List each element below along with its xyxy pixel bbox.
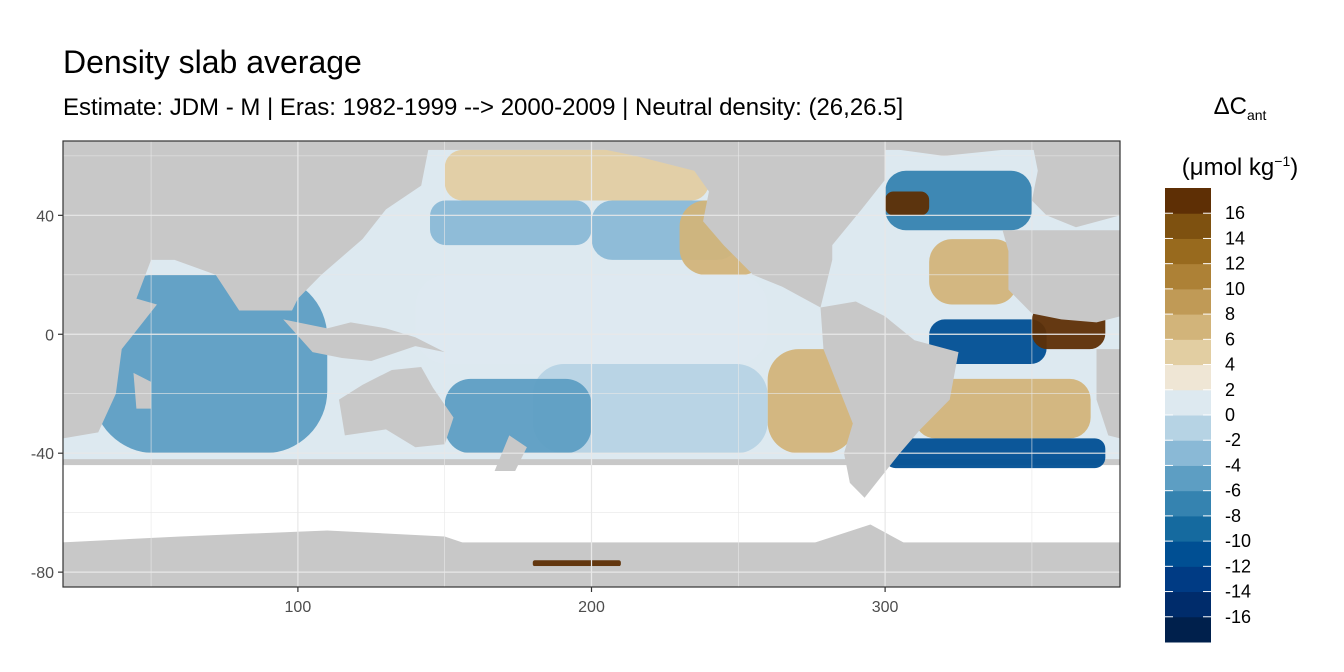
legend-tick-label: -14 xyxy=(1225,582,1251,602)
land-mask-layer xyxy=(63,141,1120,587)
legend-color-step xyxy=(1165,465,1211,492)
land-indonesia xyxy=(283,319,445,362)
legend-color-step xyxy=(1165,238,1211,265)
legend-tick-label: 6 xyxy=(1225,329,1235,349)
legend-color-step xyxy=(1165,415,1211,441)
legend-tick-label: 10 xyxy=(1225,279,1245,299)
legend-color-step xyxy=(1165,263,1211,290)
region-north-pacific-subpolar xyxy=(444,149,709,201)
legend-tick-label: -10 xyxy=(1225,531,1251,551)
legend-tick-label: 12 xyxy=(1225,254,1245,274)
legend-color-step xyxy=(1165,591,1211,618)
legend-color-step xyxy=(1165,616,1211,643)
legend-color-step xyxy=(1165,339,1211,366)
chart-subtitle: Estimate: JDM - M | Eras: 1982-1999 --> … xyxy=(63,94,904,121)
y-tick-label: -40 xyxy=(31,446,54,463)
legend-color-step xyxy=(1165,389,1211,416)
region-ross-sea-edge xyxy=(532,560,621,567)
legend-tick-label: -8 xyxy=(1225,506,1241,526)
x-axis: 100 200 300 xyxy=(285,587,899,616)
legend-title-quantity: ΔCant xyxy=(1213,93,1267,123)
y-tick-label: 40 xyxy=(36,208,54,225)
region-south-pacific-western xyxy=(444,378,592,454)
legend-tick-label: 0 xyxy=(1225,405,1235,425)
region-north-atlantic-subtropical xyxy=(929,239,1018,305)
legend-tick-label: 16 xyxy=(1225,203,1245,223)
legend-color-step xyxy=(1165,541,1211,567)
legend-tick-label: 8 xyxy=(1225,304,1235,324)
region-equatorial-atlantic xyxy=(929,319,1047,364)
chart-title: Density slab average xyxy=(63,44,362,80)
land-eurasia xyxy=(151,141,431,311)
y-tick-label: -80 xyxy=(31,565,54,582)
x-tick-label: 300 xyxy=(872,599,899,616)
legend-tick-label: -6 xyxy=(1225,481,1241,501)
y-tick-label: 0 xyxy=(45,327,54,344)
legend-color-step xyxy=(1165,515,1211,542)
land-south-america xyxy=(820,301,959,498)
land-australia xyxy=(338,366,454,448)
land-greenland xyxy=(885,141,1032,156)
legend-tick-label: -4 xyxy=(1225,455,1241,475)
legend-title-unit: (μmol kg−1) xyxy=(1181,152,1299,181)
x-tick-label: 100 xyxy=(285,599,312,616)
legend-title: ΔCant (μmol kg−1) xyxy=(1160,84,1320,191)
legend-color-step xyxy=(1165,213,1211,239)
grid-lines xyxy=(63,141,1120,587)
legend-tick-label: -16 xyxy=(1225,607,1251,627)
land-north-america xyxy=(562,141,886,308)
legend-color-step xyxy=(1165,188,1211,214)
region-labrador-sea xyxy=(885,191,930,216)
legend-tick-label: 14 xyxy=(1225,228,1245,248)
legend-color-step xyxy=(1165,440,1211,466)
land-madagascar xyxy=(133,372,152,409)
legend-tick-label: 2 xyxy=(1225,380,1235,400)
legend-tick-label: 4 xyxy=(1225,355,1235,375)
legend-colorbar: 16 14 12 10 8 6 4 2 0 -2 -4 -6 -8 -10 -12 -14 -16 xyxy=(1165,188,1251,643)
y-axis: 40 0 -40 -80 xyxy=(31,208,63,582)
land-europe xyxy=(1031,141,1120,228)
legend-color-step xyxy=(1165,566,1211,593)
x-tick-label: 200 xyxy=(578,599,605,616)
legend-color-step xyxy=(1165,364,1211,391)
legend-color-step xyxy=(1165,314,1211,340)
region-kuroshio-extension xyxy=(430,200,592,246)
land-antarctica xyxy=(63,524,1120,587)
legend-tick-label: -12 xyxy=(1225,556,1251,576)
legend-color-step xyxy=(1165,288,1211,315)
legend-tick-label: -2 xyxy=(1225,430,1241,450)
legend-color-step xyxy=(1165,490,1211,517)
